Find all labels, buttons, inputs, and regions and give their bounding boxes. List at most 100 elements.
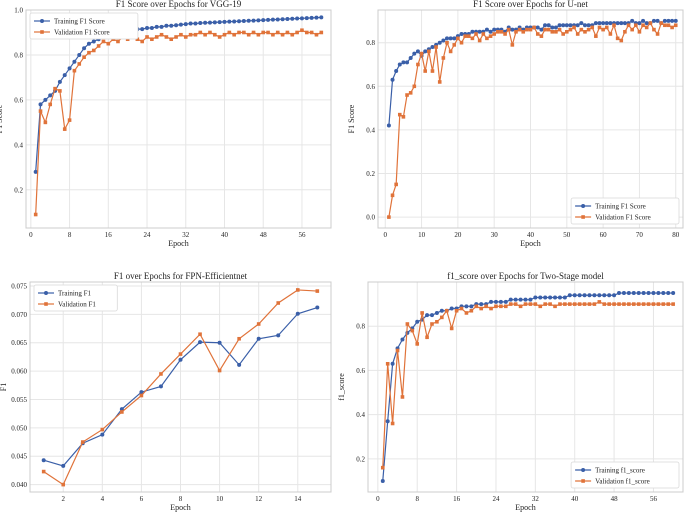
x-tick-label: 80 <box>672 231 680 239</box>
training-point <box>140 27 145 32</box>
validation-point <box>271 32 275 37</box>
training-point <box>33 169 38 174</box>
y-tick-label: 0.6 <box>356 367 365 375</box>
training-point <box>48 93 53 98</box>
validation-point <box>548 302 552 306</box>
validation-point <box>474 32 478 36</box>
training-point <box>548 295 553 300</box>
validation-point <box>492 32 496 36</box>
training-point <box>400 337 405 342</box>
training-point <box>469 304 474 309</box>
training-point <box>169 23 174 28</box>
validation-point <box>488 34 493 38</box>
validation-point <box>290 32 295 37</box>
series-markers-validation <box>380 300 675 470</box>
y-tick-label: 0.045 <box>11 453 27 461</box>
validation-point <box>120 410 124 414</box>
validation-point <box>410 328 415 333</box>
validation-point <box>430 322 434 326</box>
x-tick-label: 6 <box>140 495 144 503</box>
validation-point <box>572 25 576 30</box>
training-point <box>641 18 646 23</box>
validation-point <box>145 35 149 39</box>
training-point <box>159 24 164 29</box>
legend-marker-training <box>581 204 586 208</box>
training-point <box>439 308 444 313</box>
validation-point <box>670 25 674 30</box>
training-point <box>601 21 606 26</box>
validation-point <box>602 302 607 306</box>
training-point <box>386 123 391 128</box>
x-tick-label: 56 <box>298 231 306 239</box>
validation-point <box>469 308 474 313</box>
validation-point <box>304 30 309 35</box>
legend: Training f1_score Validation f1_score <box>570 461 680 489</box>
validation-point <box>401 115 406 119</box>
validation-point <box>563 302 567 306</box>
training-point <box>612 293 617 298</box>
training-point <box>412 51 417 56</box>
x-tick-label: 0 <box>384 231 388 239</box>
training-point <box>319 15 324 20</box>
validation-point <box>655 32 660 36</box>
validation-point <box>532 25 536 30</box>
validation-point <box>652 27 656 32</box>
training-point <box>256 336 261 341</box>
validation-point <box>479 306 484 311</box>
validation-point <box>38 109 43 113</box>
training-point <box>604 21 609 26</box>
training-point <box>452 36 457 41</box>
training-point <box>553 25 558 30</box>
training-point <box>538 295 543 300</box>
training-point <box>619 21 624 26</box>
training-point <box>390 361 395 366</box>
validation-point <box>420 311 424 315</box>
training-point <box>636 291 641 296</box>
validation-point <box>77 62 82 66</box>
training-point <box>430 45 435 50</box>
training-point <box>568 23 573 28</box>
validation-point <box>533 302 538 306</box>
validation-point <box>627 302 631 306</box>
validation-point <box>423 69 428 73</box>
validation-point <box>470 36 475 41</box>
validation-point <box>309 30 314 35</box>
validation-point <box>61 482 66 487</box>
series-markers-validation <box>41 288 320 487</box>
validation-point <box>558 302 562 306</box>
legend-marker-training <box>40 19 44 23</box>
legend-marker-validation <box>581 479 585 483</box>
training-point <box>630 18 635 23</box>
training-point <box>100 432 105 437</box>
training-point <box>441 38 446 43</box>
x-tick-label: 48 <box>260 231 268 239</box>
training-point <box>671 291 676 296</box>
validation-point <box>601 27 605 32</box>
training-point <box>528 297 533 302</box>
validation-point <box>619 38 624 43</box>
validation-point <box>139 393 144 398</box>
training-point <box>314 15 319 20</box>
training-point <box>227 19 232 24</box>
y-tick-label: 0.8 <box>366 39 375 47</box>
training-point <box>41 458 46 463</box>
legend: Training F1 Score Validation F1 Score <box>29 12 139 40</box>
validation-point <box>592 302 597 306</box>
validation-point <box>412 84 417 89</box>
validation-point <box>646 302 651 306</box>
training-point <box>572 293 577 298</box>
validation-point <box>594 34 598 38</box>
validation-point <box>615 36 620 41</box>
training-point <box>415 319 420 324</box>
validation-point <box>385 361 390 366</box>
validation-point <box>53 86 57 91</box>
training-point <box>158 384 163 389</box>
series-line-training <box>388 20 676 126</box>
training-point <box>513 297 518 302</box>
validation-point <box>525 27 529 32</box>
training-point <box>380 478 385 483</box>
training-point <box>241 19 246 24</box>
validation-point <box>256 322 261 326</box>
